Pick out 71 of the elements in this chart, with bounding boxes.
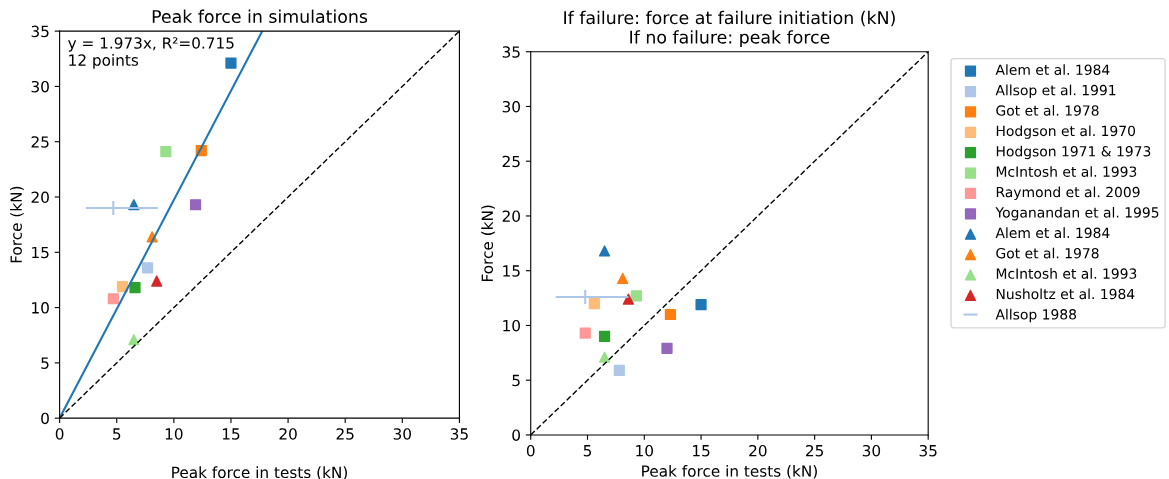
y-tick-label: 25 (502, 155, 520, 168)
legend-label: Got et al. 1978 (996, 105, 1099, 116)
legend-label: Nusholtz et al. 1984 (996, 288, 1135, 300)
point (598, 330, 611, 342)
y-tick-label: 10 (32, 302, 49, 314)
x-tick-label: 5 (113, 428, 121, 440)
legend-label: Alem et al. 1984 (995, 227, 1110, 239)
x-axis-title: Peak force in tests (kN) (642, 465, 817, 479)
x-tick-label: 35 (450, 428, 468, 440)
legend-label: Raymond et al. 2009 (996, 186, 1140, 200)
y-axis-title: Force (kN) (481, 205, 495, 282)
x-tick-label: 35 (919, 444, 937, 457)
legend-label: McIntosh et al. 1993 (996, 268, 1137, 279)
y-tick-label: 20 (502, 210, 520, 222)
point (622, 293, 634, 305)
y-tick-label: 0 (41, 412, 49, 425)
x-tick-label: 25 (806, 444, 824, 457)
y-tick-label: 5 (512, 374, 520, 387)
y-tick-label: 30 (31, 80, 49, 93)
annotation: y = 1.973x, R²=0.715 12 points (68, 37, 234, 69)
x-tick-label: 15 (693, 445, 710, 457)
x-tick-label: 25 (336, 428, 354, 440)
y-tick-label: 15 (32, 246, 49, 259)
legend-label: Alem et al. 1984 (995, 64, 1110, 75)
y-tick-label: 35 (502, 46, 520, 58)
point (128, 334, 140, 346)
legend-label: Allsop et al. 1991 (995, 84, 1116, 99)
legend-label: Hodgson et al. 1970 (996, 125, 1136, 139)
point (225, 57, 237, 69)
chart-title: If failure: force at failure initiation (kN) If no failure: peak force (564, 10, 895, 48)
point (141, 262, 154, 274)
point (151, 275, 163, 287)
x-tick-label: 5 (583, 445, 592, 457)
x-tick-label: 30 (862, 444, 881, 457)
y-tick-label: 15 (503, 265, 520, 277)
x-tick-label: 10 (165, 428, 183, 440)
x-tick-label: 15 (222, 428, 240, 440)
x-tick-label: 20 (279, 428, 297, 440)
point (664, 308, 677, 321)
y-tick-label: 10 (503, 319, 520, 332)
y-tick-label: 25 (31, 136, 49, 148)
point (598, 245, 611, 257)
point (617, 272, 629, 284)
point (661, 342, 673, 355)
point (129, 282, 141, 294)
point (189, 199, 202, 211)
y-tick-label: 35 (31, 25, 49, 38)
y-axis-title: Force (kN) (10, 186, 24, 263)
x-tick-label: 10 (636, 444, 653, 457)
y-tick-label: 5 (41, 357, 49, 369)
x-tick-label: 30 (393, 428, 412, 440)
point (588, 297, 600, 310)
point (579, 327, 591, 339)
legend-label: Got et al. 1978 (996, 247, 1099, 259)
point (160, 146, 172, 158)
y-tick-label: 20 (31, 191, 49, 204)
point (107, 293, 119, 305)
point (695, 299, 707, 311)
x-tick-label: 0 (526, 444, 535, 457)
x-tick-label: 0 (55, 428, 64, 440)
legend-label: Hodgson 1971 & 1973 (996, 145, 1151, 160)
point (630, 290, 642, 302)
point (613, 364, 625, 376)
legend-label: Allsop 1988 (995, 308, 1077, 323)
x-tick-label: 20 (749, 444, 767, 457)
legend-label: McIntosh et al. 1993 (996, 166, 1137, 177)
y-tick-label: 30 (502, 100, 520, 113)
legend-label: Yoganandan et al. 1995 (995, 206, 1159, 221)
chart-title: Peak force in simulations (152, 9, 368, 24)
point (598, 351, 611, 363)
x-axis-title: Peak force in tests (kN) (172, 466, 347, 479)
